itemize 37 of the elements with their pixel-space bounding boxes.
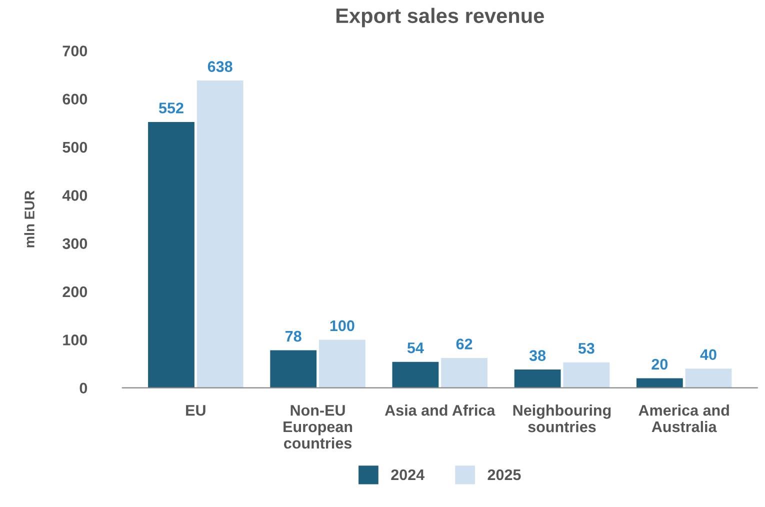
y-tick-label: 100: [63, 334, 88, 346]
data-label: 552: [158, 102, 184, 114]
legend-label: 2024: [391, 469, 425, 480]
data-label: 40: [700, 349, 716, 360]
x-tick-label: Neighbouring sountries: [513, 404, 611, 432]
y-tick-label: 200: [62, 286, 88, 298]
chart-title: Export sales revenue: [336, 8, 544, 28]
y-tick-label: 500: [62, 142, 88, 153]
bar: [441, 358, 488, 388]
y-tick-label: 700: [62, 46, 88, 56]
legend-label: 2025: [488, 469, 521, 480]
x-tick-label: America and Australia: [638, 404, 729, 432]
bar: [563, 362, 610, 388]
bar: [196, 80, 244, 388]
bar: [318, 340, 366, 388]
x-tick-label: Asia and Africa: [384, 404, 496, 416]
data-label: 53: [578, 342, 594, 354]
y-tick-label: 300: [62, 238, 88, 250]
bar: [270, 350, 317, 388]
bar: [392, 362, 439, 388]
bar: [148, 122, 194, 388]
bar: [514, 370, 561, 388]
y-tick-label: 600: [62, 94, 88, 105]
bar: [685, 368, 732, 388]
data-label: 20: [652, 358, 668, 370]
data-label: 54: [407, 342, 424, 354]
bar: [636, 378, 683, 388]
x-tick-label: EU: [186, 405, 206, 416]
data-label: 38: [529, 350, 546, 361]
data-label: 78: [286, 330, 302, 342]
data-label: 62: [456, 338, 472, 350]
data-label: 100: [330, 320, 354, 332]
x-tick-label: Non-EU European countries: [284, 405, 352, 449]
data-label: 638: [208, 61, 232, 72]
y-tick-label: 0: [80, 382, 88, 394]
y-axis-title: mln EUR: [24, 190, 34, 248]
y-tick-label: 400: [62, 190, 88, 201]
